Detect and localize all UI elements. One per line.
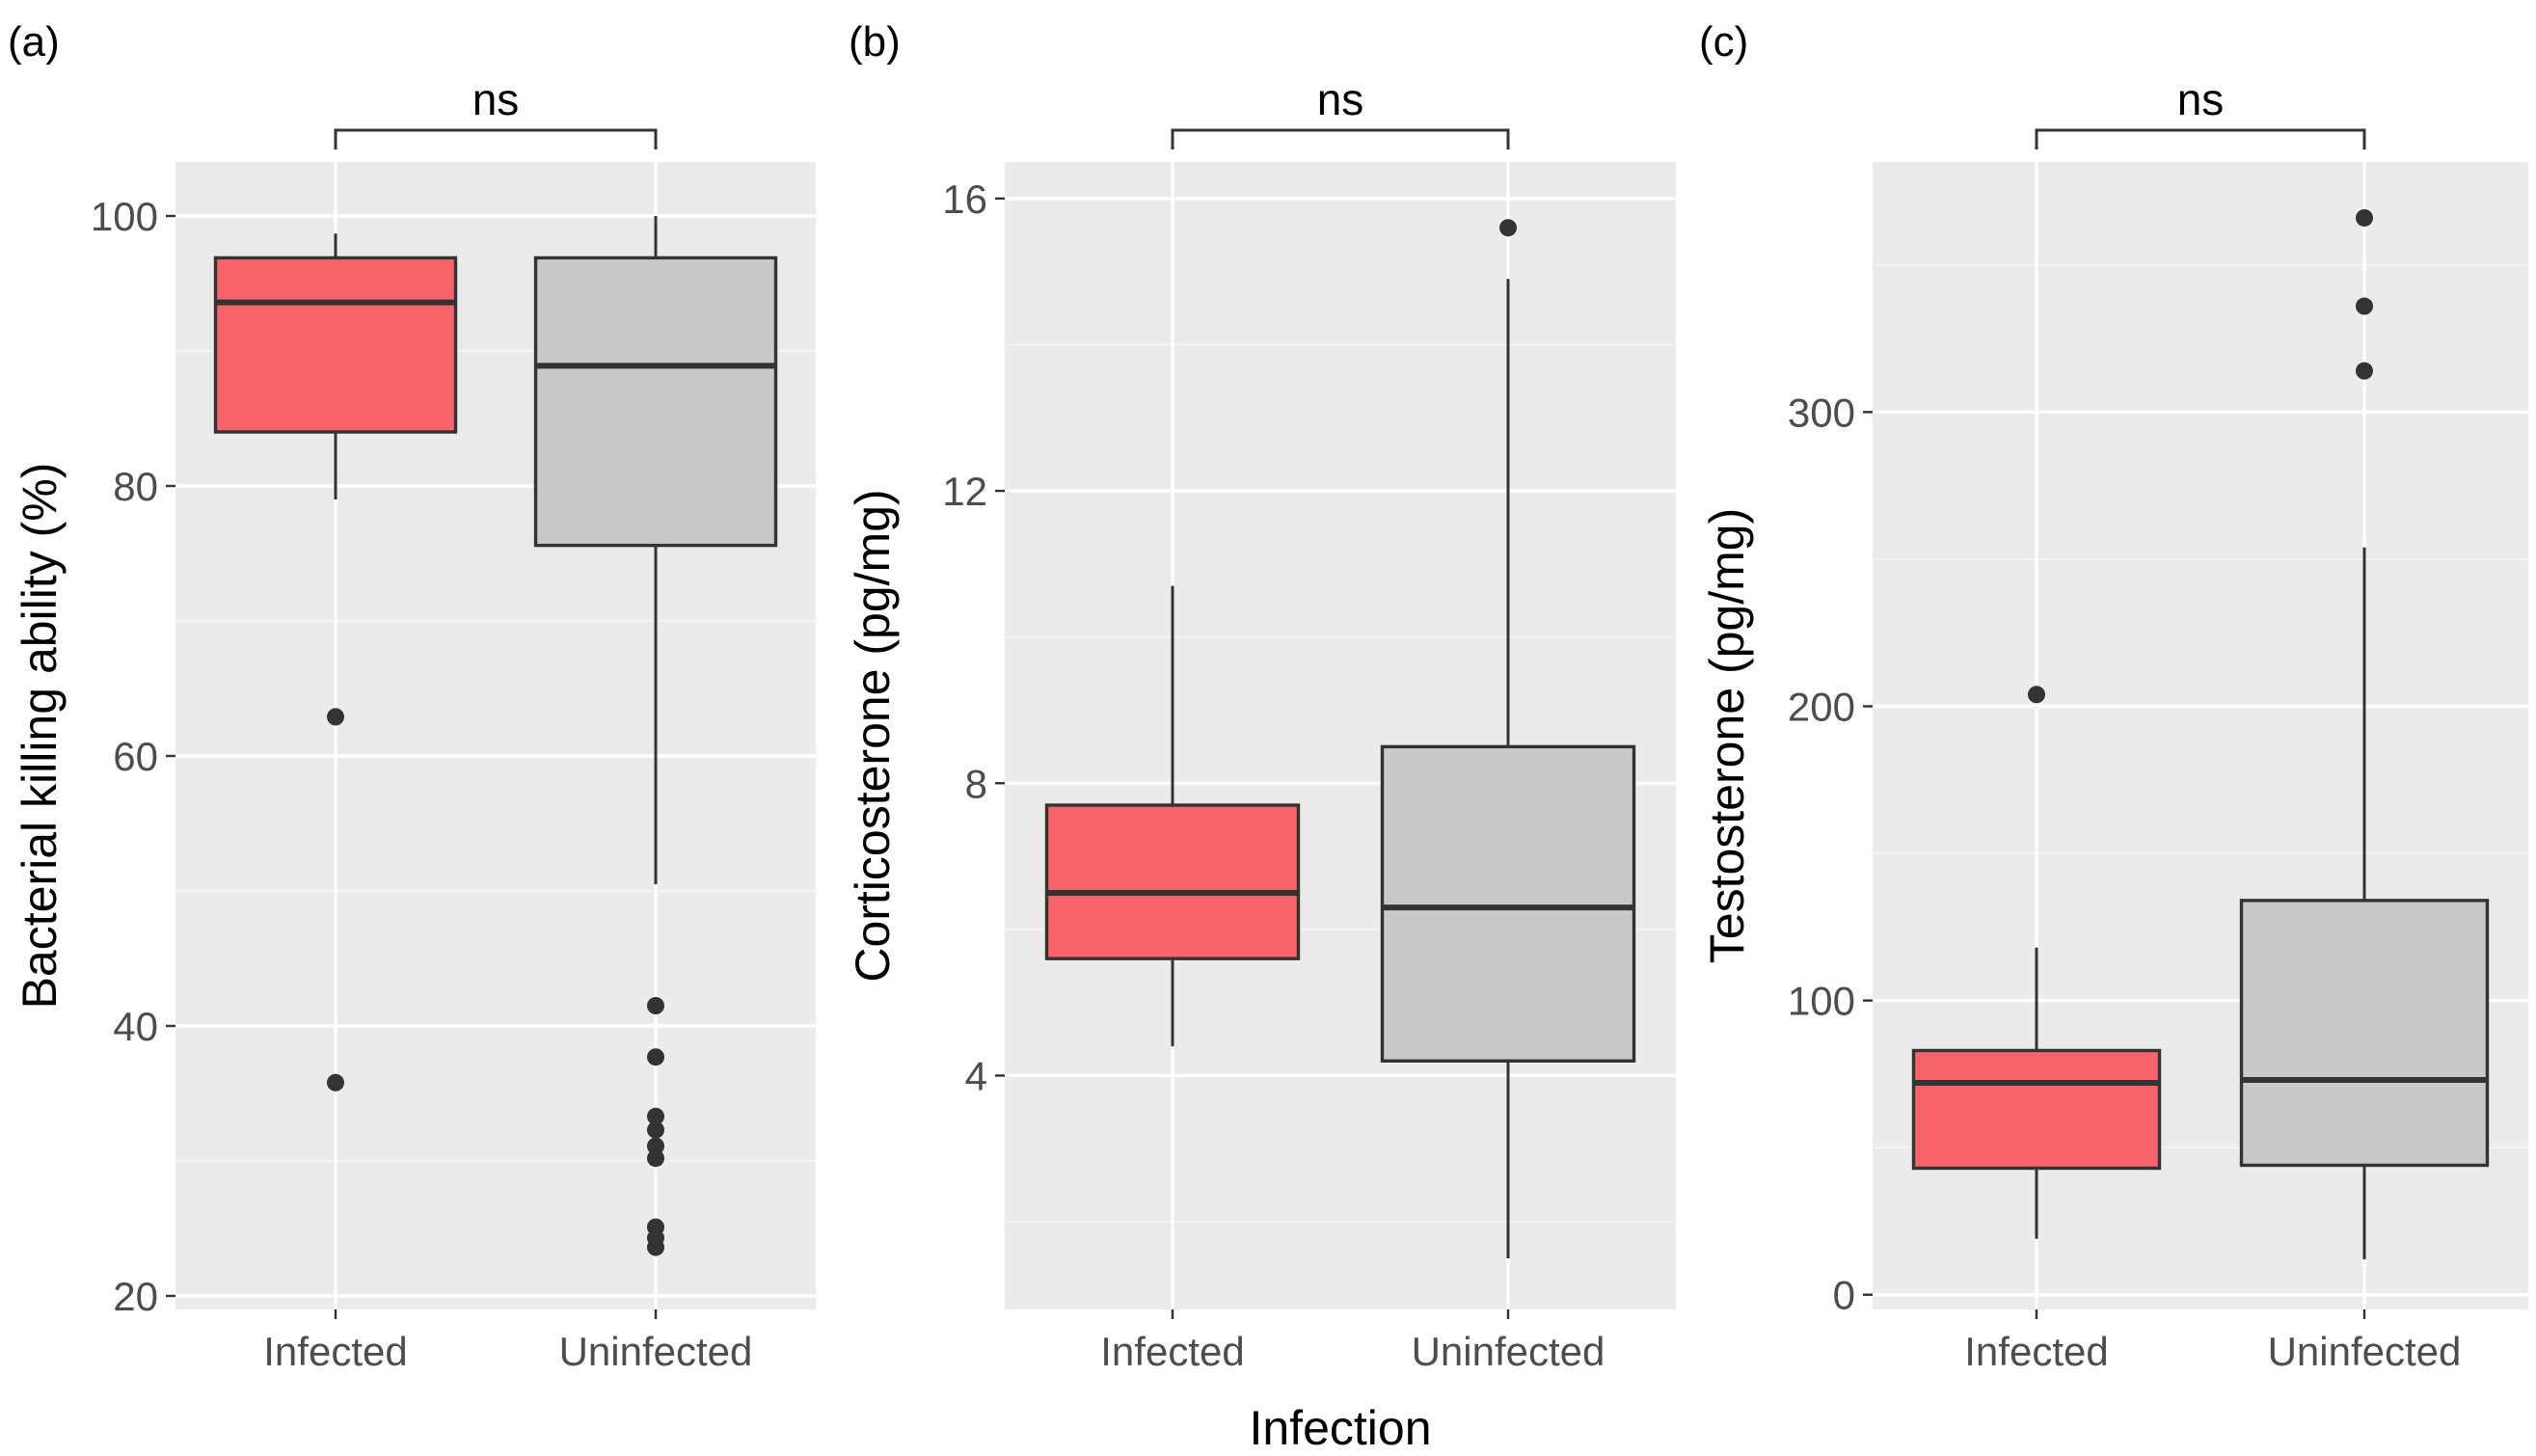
panel-c-x-tick-label: Uninfected: [2268, 1329, 2462, 1374]
panel-c-boxes: [1911, 208, 2490, 1260]
panel-b-y-tick-label: 8: [965, 761, 987, 806]
panel-a-significance: ns: [334, 74, 658, 149]
panel-a-y-axis: 20 40 60 80 100: [91, 194, 175, 1319]
panel-c-testosterone: (c) 0 100 200 300 Infected Uninfected Testos…: [1699, 18, 2528, 1374]
panel-a-sig-label: ns: [472, 74, 520, 124]
panel-b-x-axis: Infected Uninfected: [1100, 1309, 1605, 1374]
panel-a-uninfected-outlier: [647, 1048, 664, 1066]
panel-b-significance: ns: [1171, 74, 1510, 149]
panel-a-uninfected-outlier: [647, 997, 664, 1014]
panel-c-uninfected-outlier: [2356, 362, 2373, 380]
panel-b-y-tick-label: 4: [965, 1053, 987, 1098]
panel-a-boxes: [213, 216, 778, 1256]
panel-a-uninfected-box: [533, 256, 778, 548]
panel-b-infected-box: [1044, 803, 1301, 960]
panel-a-uninfected-outlier: [647, 1120, 664, 1139]
panel-a-sig-bracket: [334, 128, 658, 149]
panel-b-sig-label: ns: [1317, 74, 1364, 124]
panel-c-y-title: Testosterone (pg/mg): [1700, 508, 1754, 963]
panel-b-x-tick-label: Uninfected: [1412, 1329, 1605, 1374]
panel-b-y-axis: 4 8 12 16: [942, 176, 1005, 1098]
panel-b-plot-area: [1005, 162, 1676, 1309]
panel-c-sig-bracket: [2035, 128, 2366, 149]
panel-b-y-tick-label: 16: [942, 176, 987, 222]
panel-a-y-tick-label: 60: [113, 734, 158, 779]
panel-c-infected-outlier: [2028, 686, 2045, 704]
panel-a-infected-box: [213, 256, 458, 434]
panel-c-y-tick-label: 200: [1788, 684, 1855, 729]
panel-c-y-axis: 0 100 200 300: [1788, 390, 1873, 1318]
panel-a-infected-outlier: [327, 1073, 344, 1092]
panel-c-uninfected-outlier: [2356, 208, 2373, 227]
panel-a-tag: (a): [8, 18, 60, 66]
panel-b-x-tick-label: Infected: [1100, 1329, 1244, 1374]
panel-a-uninfected-outlier: [647, 1149, 664, 1168]
panel-a-y-tick-label: 80: [113, 464, 158, 509]
panel-c-tag: (c): [1699, 18, 1748, 66]
panel-c-significance: ns: [2035, 74, 2366, 149]
panel-a-y-tick-label: 20: [113, 1274, 158, 1319]
panel-b-uninfected-outlier: [1499, 219, 1517, 237]
panel-a-y-tick-label: 100: [91, 194, 158, 239]
panel-c-y-tick-label: 100: [1788, 979, 1855, 1024]
panel-b-uninfected-box: [1380, 744, 1636, 1063]
panel-b-x-title: Infection: [1249, 1401, 1431, 1455]
panel-c-y-tick-label: 0: [1833, 1273, 1855, 1318]
panel-b-corticosterone: (b) 4 8 12 16 Infected Uninfected Corticoste…: [846, 18, 1676, 1455]
panel-c-y-tick-label: 300: [1788, 390, 1855, 435]
panel-a-x-tick-label: Infected: [263, 1329, 407, 1374]
panel-c-uninfected-box: [2239, 899, 2490, 1168]
panel-a-uninfected-outlier: [647, 1137, 664, 1155]
panel-a-infected-outlier: [327, 708, 344, 726]
panel-b-boxes: [1044, 219, 1636, 1258]
panel-c-x-axis: Infected Uninfected: [1964, 1309, 2461, 1374]
panel-a-x-axis: Infected Uninfected: [263, 1309, 752, 1374]
panel-a-x-tick-label: Uninfected: [559, 1329, 753, 1374]
panel-c-uninfected-outlier: [2356, 297, 2373, 315]
panel-b-sig-bracket: [1171, 128, 1510, 149]
panel-c-sig-label: ns: [2177, 74, 2225, 124]
panel-a-uninfected-outlier: [647, 1238, 664, 1256]
panel-a-uninfected-outlier: [647, 1107, 664, 1125]
panel-c-infected-box: [1911, 1048, 2162, 1171]
panel-b-tag: (b): [849, 18, 901, 66]
panel-c-x-tick-label: Infected: [1964, 1329, 2108, 1374]
panel-b-y-tick-label: 12: [942, 469, 987, 514]
panel-b-y-title: Corticosterone (pg/mg): [846, 489, 900, 982]
panel-a-y-tick-label: 40: [113, 1004, 158, 1049]
panel-a-y-title: Bacterial killing ability (%): [13, 463, 67, 1010]
panel-a-bacterial-killing: (a) 20 40 60 80 100 Infected Uninfected Bacte…: [8, 18, 816, 1374]
